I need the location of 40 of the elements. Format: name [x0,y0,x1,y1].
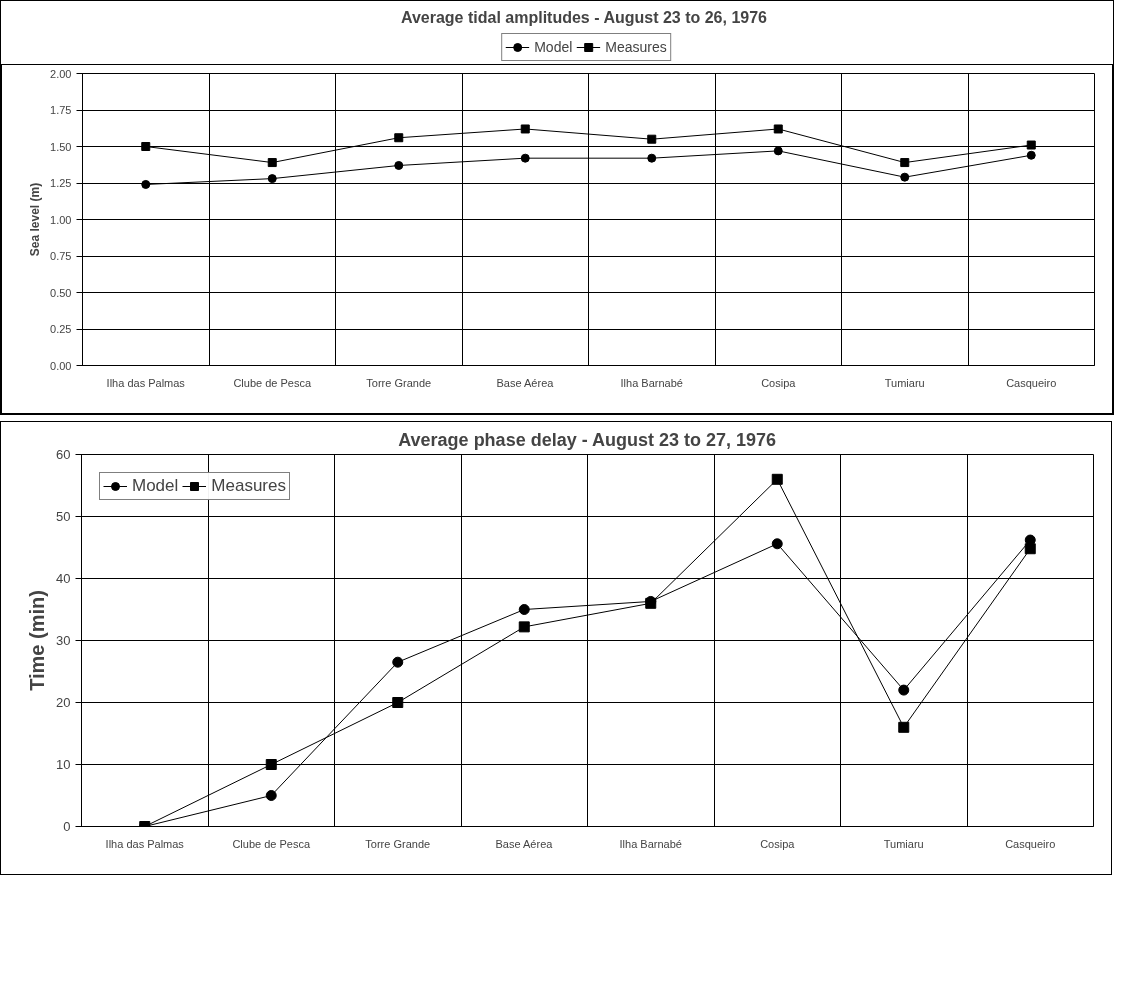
y-tick-label: 2.00 [50,67,72,80]
x-tick-label: Torre Grande [365,837,431,850]
y-tick-label: 40 [56,571,71,586]
x-tick-label: Tumiaru [884,376,925,389]
y-tick-label: 20 [56,695,71,710]
x-tick-label: Tumiaru [883,837,924,850]
x-tick-label: Clube de Pesca [233,376,312,389]
chart-title: Average phase delay - August 23 to 27, 1976 [398,429,777,450]
x-tick-label: Casqueiro [1006,376,1057,389]
y-tick-label: 50 [56,509,71,524]
x-tick-label: Ilha Barnabé [619,837,682,850]
chart-title: Average tidal amplitudes - August 23 to 26, 1976 [400,8,768,26]
x-tick-label: Base Aérea [495,837,554,850]
legend-label: Model [534,39,573,55]
legend-label: Model [132,476,179,496]
x-tick-label: Cosipa [761,376,797,389]
y-tick-label: 0.25 [50,323,72,335]
y-tick-label: 10 [56,757,71,772]
y-tick-label: 0.00 [50,359,72,372]
y-tick-label: 1.75 [50,104,72,116]
legend-label: Measures [211,476,286,496]
x-tick-label: Base Aérea [496,376,555,389]
y-tick-label: 0 [63,819,71,834]
y-tick-label: 0.50 [50,286,72,299]
x-tick-label: Cosipa [760,837,796,850]
x-tick-label: Ilha Barnabé [620,376,683,389]
y-axis-title: Sea level (m) [28,182,43,257]
y-tick-label: 60 [56,447,71,462]
x-tick-label: Ilha das Palmas [106,376,186,389]
y-axis-title: Time (min) [26,590,49,691]
x-tick-label: Ilha das Palmas [105,837,185,850]
y-tick-label: 1.25 [50,177,72,189]
x-tick-label: Clube de Pesca [232,837,311,850]
legend-label: Measures [605,39,667,55]
x-tick-label: Torre Grande [366,376,432,389]
y-tick-label: 0.75 [50,250,72,262]
y-tick-label: 1.50 [50,140,72,153]
x-tick-label: Casqueiro [1005,837,1056,850]
y-tick-label: 30 [56,633,71,648]
y-tick-label: 1.00 [50,213,72,226]
